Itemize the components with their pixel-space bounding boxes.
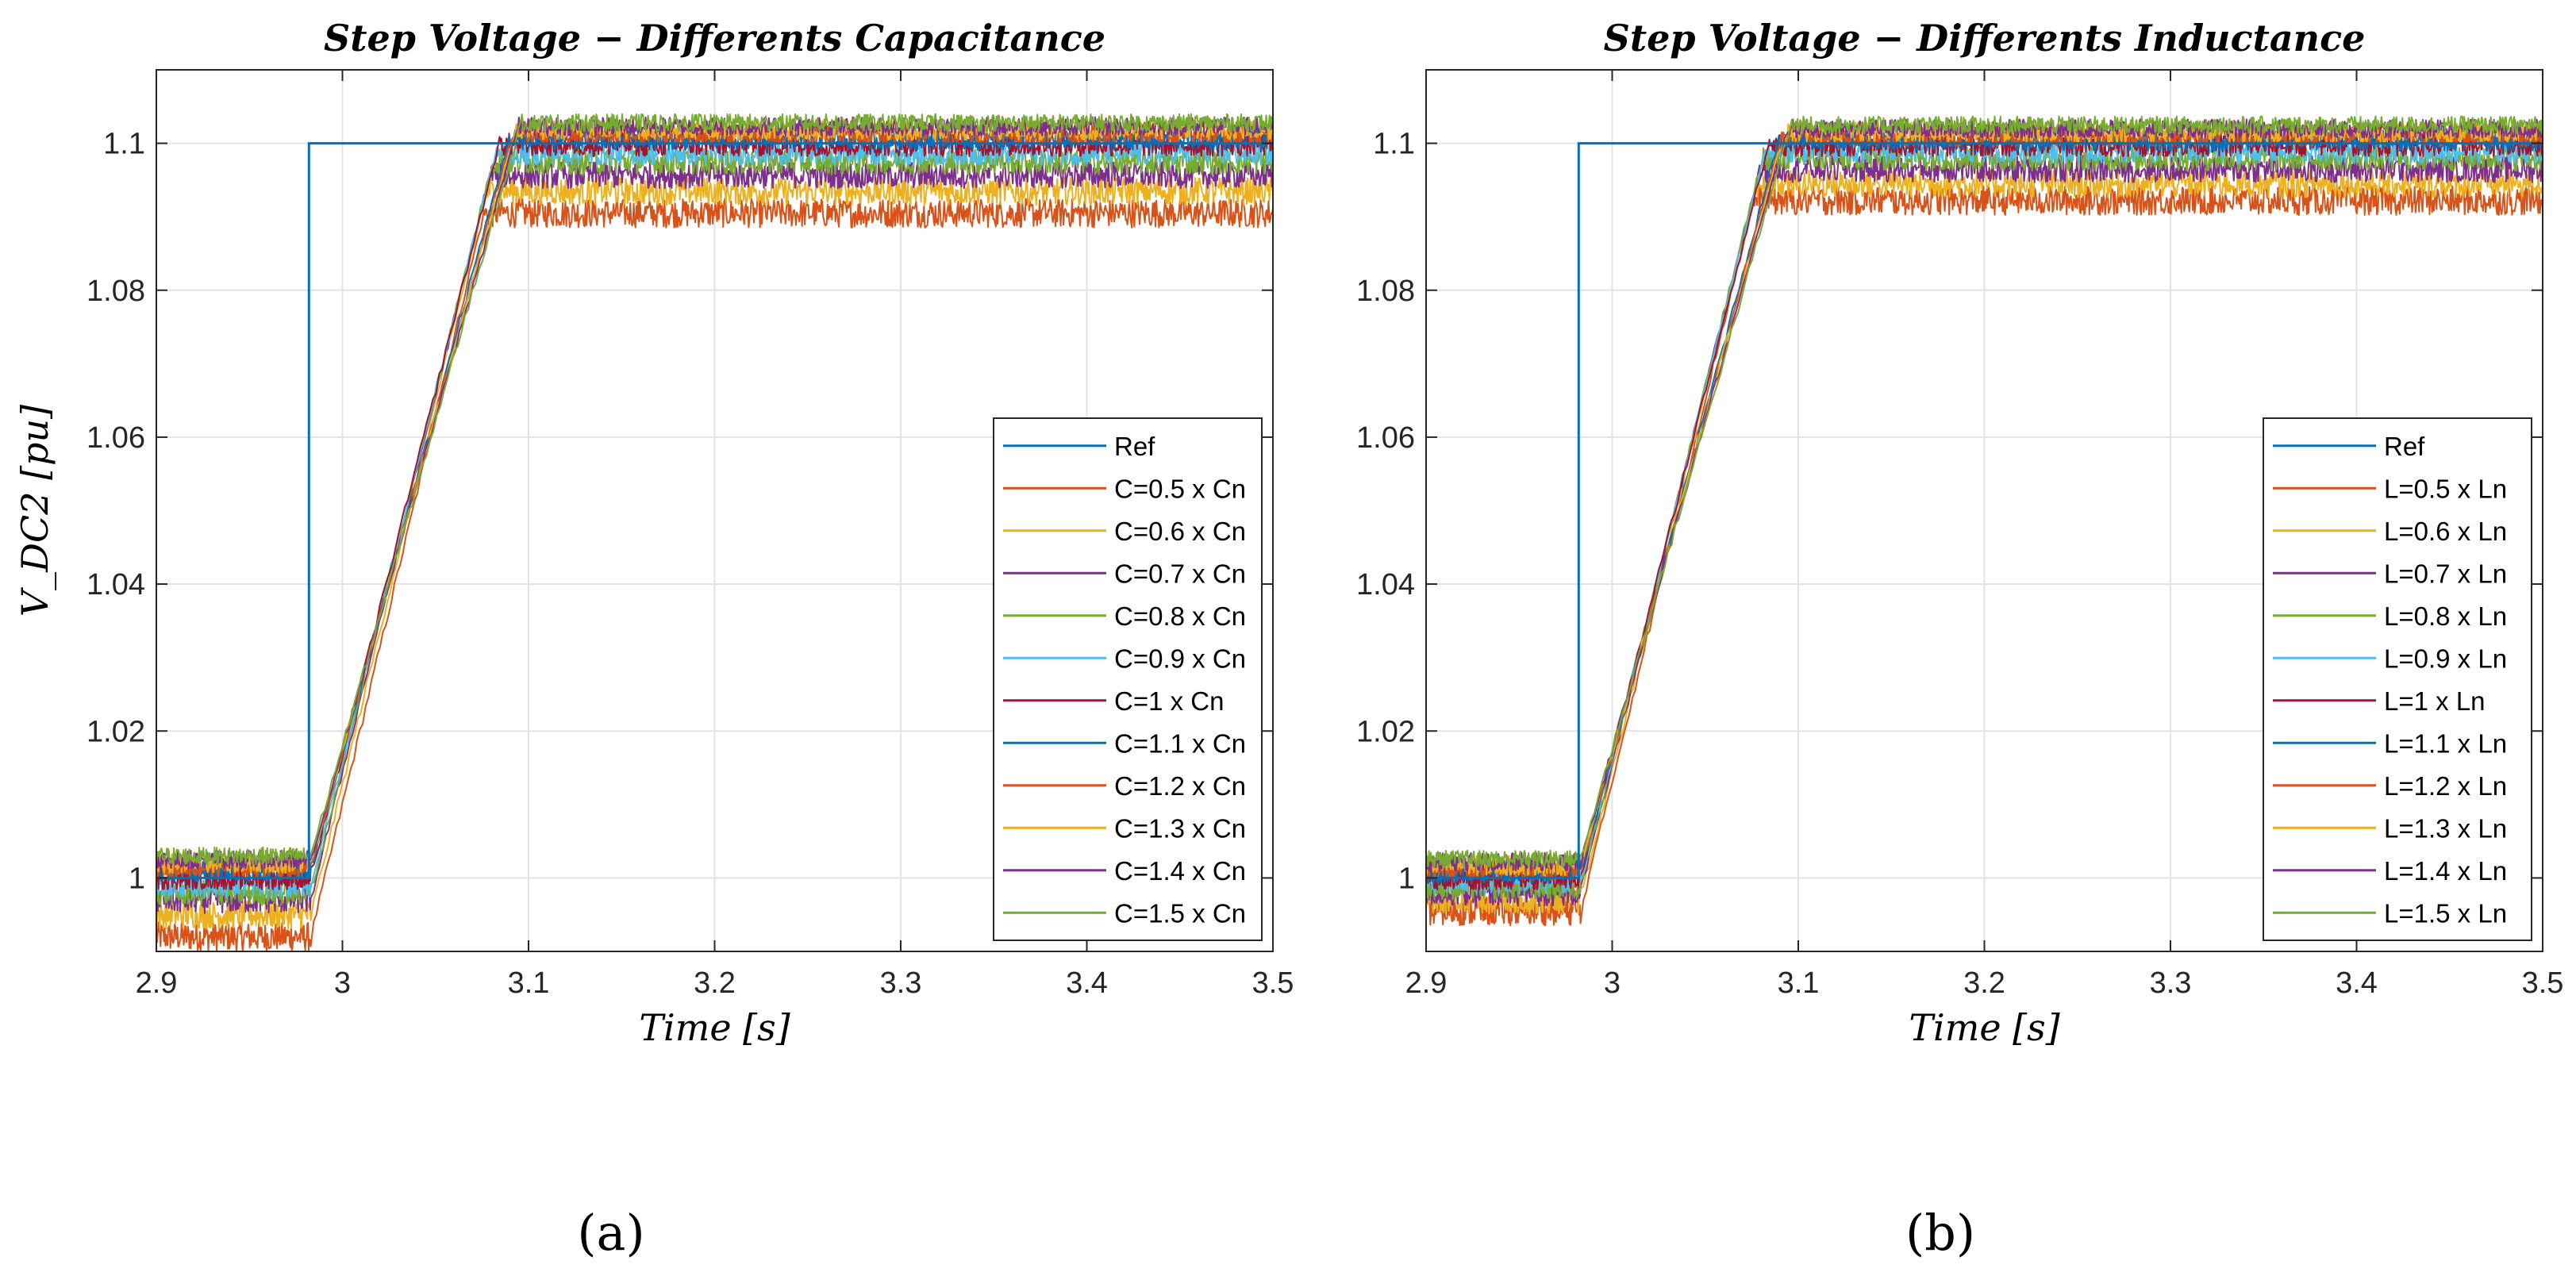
y-tick-label: 1.04 [87, 568, 145, 601]
x-tick-label: 3.2 [694, 966, 736, 1000]
legend-entry-label: C=1 x Cn [1114, 686, 1224, 716]
y-tick-label: 1.1 [103, 128, 145, 161]
legend-entry-label: L=0.9 x Ln [2384, 644, 2507, 673]
legend-entry-label: L=1.1 x Ln [2384, 728, 2507, 758]
legend-entry-label: C=0.9 x Cn [1114, 644, 1246, 673]
x-tick-label: 2.9 [1405, 966, 1448, 1000]
series-line [156, 160, 1274, 914]
x-tick-label: 3.4 [1066, 966, 1108, 1000]
x-tick-label: 3.2 [1963, 966, 2005, 1000]
y-tick-label: 1.08 [1356, 275, 1415, 308]
x-tick-label: 3.3 [880, 966, 922, 1000]
legend-entry-label: Ref [2384, 432, 2425, 461]
legend-entry-label: L=1.4 x Ln [2384, 856, 2507, 886]
x-tick-label: 3.5 [2522, 966, 2564, 1000]
y-tick-label: 1.02 [87, 715, 145, 748]
x-axis-label: Time [s] [639, 1006, 790, 1049]
x-tick-label: 3 [1604, 966, 1621, 1000]
chart-title: Step Voltage − Differents Capacitance [324, 17, 1105, 60]
legend: Ref L=0.5 x Ln L=0.6 x Ln L=0.7 x Ln L=0.8 x… [2263, 417, 2532, 941]
legend-entry-label: L=1.3 x Ln [2384, 813, 2507, 843]
legend-entry-label: L=1.5 x Ln [2384, 898, 2507, 928]
legend-entry-label: C=0.6 x Cn [1114, 517, 1246, 546]
legend-entry-label: C=1.1 x Cn [1114, 728, 1246, 758]
legend-box [2263, 417, 2532, 941]
y-tick-label: 1 [129, 862, 145, 895]
panel-label: (b) [1905, 1204, 1975, 1262]
series-line [156, 113, 1274, 866]
y-tick-label: 1.06 [87, 421, 145, 455]
legend-entry-label: L=1.2 x Ln [2384, 771, 2507, 801]
legend-entry-label: L=0.8 x Ln [2384, 601, 2507, 631]
panel-label: (a) [577, 1204, 644, 1262]
legend-entry-label: L=1 x Ln [2384, 686, 2486, 716]
y-tick-label: 1.1 [1373, 128, 1415, 161]
chart-capacitance: 2.9 3 3.1 3.2 3.3 3.4 3.5 1 1.02 1.04 1.06 1.08 1.1 S… [13, 17, 1294, 1262]
series-line [1425, 115, 2543, 868]
series-line [156, 176, 1274, 930]
y-tick-label: 1.02 [1356, 715, 1415, 748]
legend-entry-label: C=0.8 x Cn [1114, 601, 1246, 631]
y-tick-label: 1.08 [87, 275, 145, 308]
x-tick-label: 3.1 [508, 966, 550, 1000]
x-tick-label: 3.5 [1252, 966, 1294, 1000]
x-tick-label: 3.4 [2336, 966, 2378, 1000]
legend-entry-label: C=1.3 x Cn [1114, 813, 1246, 843]
legend-entry-label: Ref [1114, 432, 1155, 461]
legend-entry-label: C=0.7 x Cn [1114, 559, 1246, 588]
chart-title: Step Voltage − Differents Inductance [1604, 17, 2366, 60]
x-axis-label: Time [s] [1909, 1006, 2059, 1049]
y-axis-label: V_DC2 [pu] [13, 405, 56, 617]
legend-entry-label: C=1.2 x Cn [1114, 771, 1246, 801]
series-line [156, 198, 1274, 952]
legend-entry-label: C=1.5 x Cn [1114, 898, 1246, 928]
chart-inductance: 2.9 3 3.1 3.2 3.3 3.4 3.5 1 1.02 1.04 1.06 1.08 1.1 S… [1356, 17, 2563, 1262]
legend-box [993, 417, 1263, 941]
legend-entry-label: C=1.4 x Cn [1114, 856, 1246, 886]
legend-entry-label: L=0.5 x Ln [2384, 474, 2507, 503]
x-tick-label: 3.1 [1778, 966, 1820, 1000]
series-line [1425, 185, 2543, 927]
x-tick-label: 2.9 [136, 966, 178, 1000]
legend: Ref C=0.5 x Cn C=0.6 x Cn C=0.7 x Cn C=0.8 x… [993, 417, 1263, 941]
legend-entry-label: C=0.5 x Cn [1114, 474, 1246, 503]
reference-step-line [156, 142, 1273, 879]
reference-step-line [1426, 142, 2543, 879]
legend-entry-label: L=0.7 x Ln [2384, 559, 2507, 588]
x-tick-label: 3 [334, 966, 351, 1000]
x-tick-label: 3.3 [2150, 966, 2192, 1000]
y-tick-label: 1.04 [1356, 568, 1415, 601]
legend-entry-label: L=0.6 x Ln [2384, 517, 2507, 546]
y-tick-label: 1 [1398, 862, 1415, 895]
y-tick-label: 1.06 [1356, 421, 1415, 455]
